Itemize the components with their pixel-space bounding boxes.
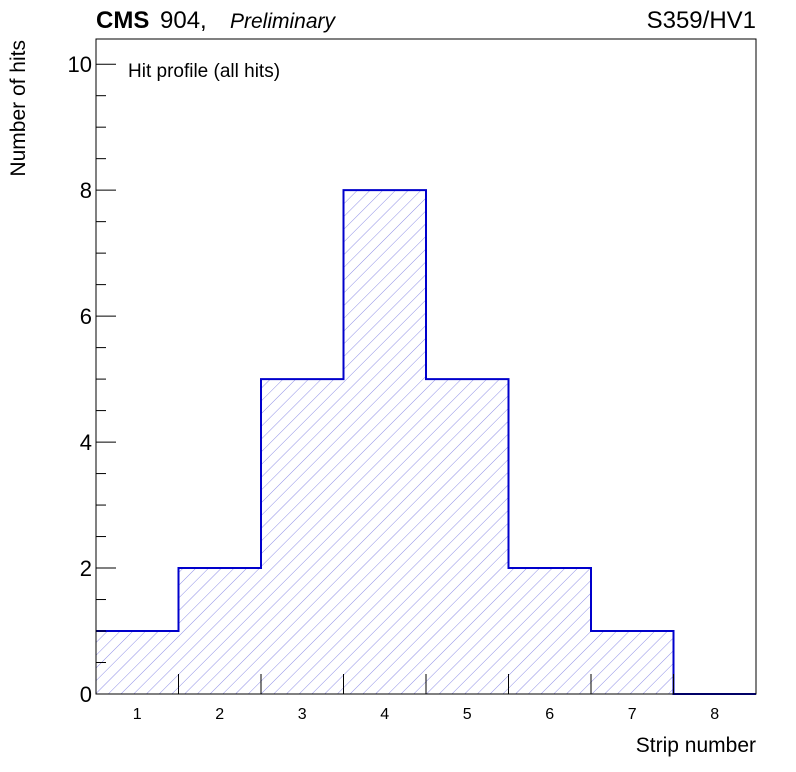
histogram-bin — [178, 568, 261, 694]
y-tick-label: 2 — [80, 556, 92, 581]
chart-title: Hit profile (all hits) — [128, 61, 280, 82]
x-tick-label: 3 — [298, 706, 307, 723]
x-axis: 1 2 3 4 5 6 7 8 — [133, 674, 719, 723]
histogram-bin — [261, 379, 344, 694]
histogram-bin — [343, 190, 426, 694]
x-tick-label: 8 — [710, 706, 719, 723]
x-tick-label: 5 — [463, 706, 472, 723]
y-axis-title: Number of hits — [7, 40, 30, 177]
y-tick-label: 8 — [80, 178, 92, 203]
x-tick-label: 6 — [545, 706, 554, 723]
histogram-bin — [591, 631, 674, 694]
x-tick-label: 2 — [215, 706, 224, 723]
y-tick-label: 6 — [80, 304, 92, 329]
histogram-outline — [96, 189, 756, 695]
y-axis: 0 2 4 6 8 10 — [68, 52, 116, 707]
run-label: S359/HV1 — [647, 7, 756, 34]
histogram-bin — [426, 379, 509, 694]
x-tick-label: 1 — [133, 706, 142, 723]
facility-label: 904, — [160, 7, 207, 34]
y-tick-label: 4 — [80, 430, 92, 455]
x-tick-label: 7 — [628, 706, 637, 723]
histogram — [96, 189, 756, 695]
x-tick-label: 4 — [380, 706, 389, 723]
y-tick-label: 0 — [80, 682, 92, 707]
y-tick-label: 10 — [68, 52, 92, 77]
status-label: Preliminary — [230, 10, 337, 33]
x-axis-title: Strip number — [636, 734, 756, 757]
histogram-bin — [96, 631, 179, 694]
histogram-bin — [508, 568, 591, 694]
experiment-label: CMS — [96, 7, 149, 34]
